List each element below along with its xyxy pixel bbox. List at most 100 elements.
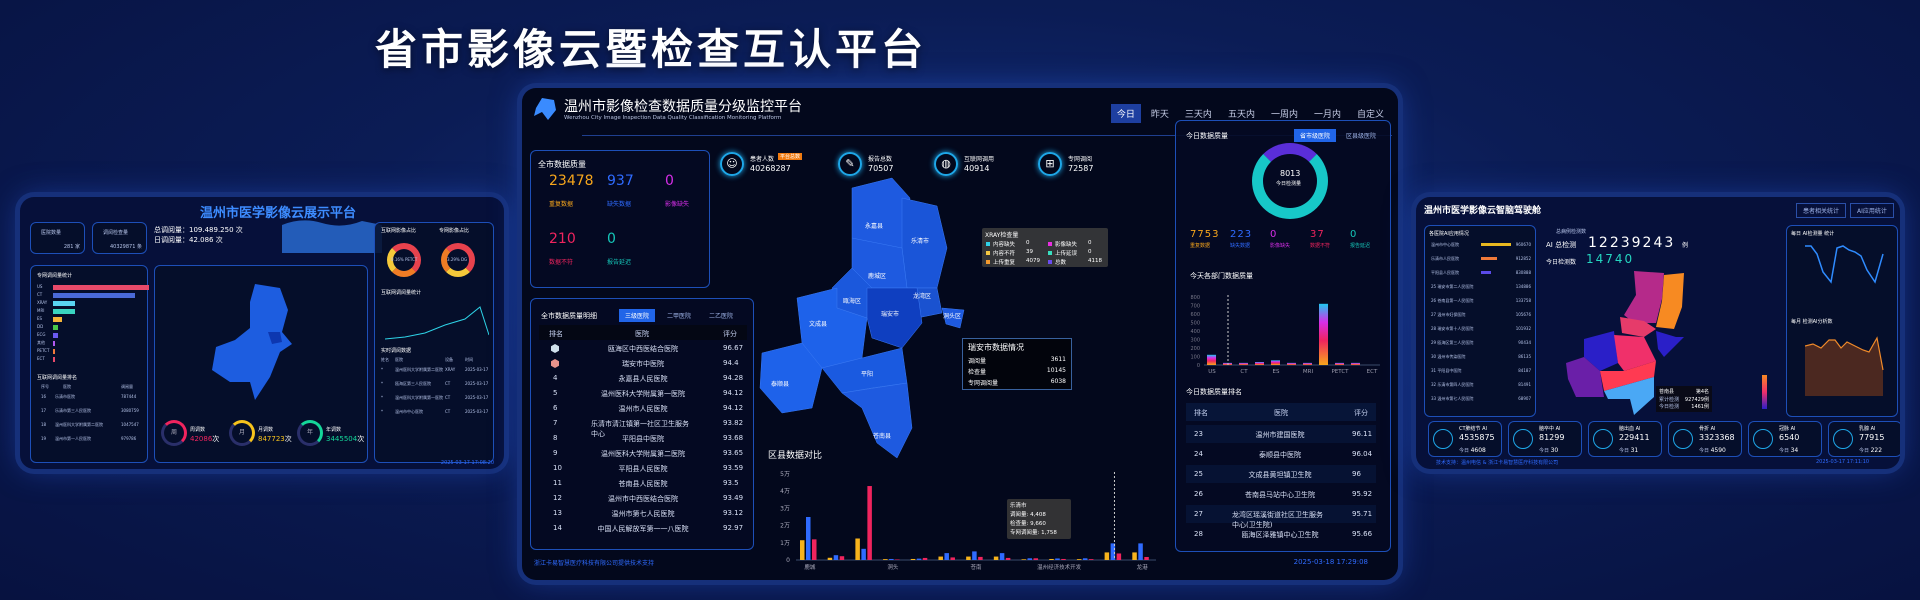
bar-调阅量[interactable] [827,557,833,560]
ai-model-tile[interactable]: 骨折 AI 3323368 今日 4590 [1668,421,1742,457]
table-row[interactable]: 25 文成县黄坦镇卫生院 96 [1186,465,1376,483]
ai-model-tile[interactable]: CT肺结节 AI 4535875 今日 4608 [1428,421,1502,457]
bar-调阅量[interactable] [883,559,888,560]
time-tab[interactable]: 自定义 [1356,110,1384,120]
table-row[interactable]: 14 中国人民解放军第一一八医院 92.97 [539,522,747,536]
table-row[interactable]: 瑞安市中医院 94.4 [539,357,747,371]
level-tab[interactable]: 三级医院 [619,309,656,322]
time-tab[interactable]: 一月内 [1313,110,1341,120]
time-tab[interactable]: 一周内 [1270,110,1298,120]
table-row[interactable]: 28 瓯海区泽雅镇中心卫生院 95.66 [1186,525,1376,543]
time-tab[interactable]: 五天内 [1227,110,1255,120]
level-tab[interactable]: 省市级医院 [1294,129,1337,142]
time-tab[interactable]: 昨天 [1150,110,1169,120]
dept-bar[interactable] [1207,354,1216,365]
bar-检查量[interactable] [861,548,866,560]
tile-total: 6540 [1779,433,1800,442]
dept-bar[interactable] [1255,362,1264,365]
time-tab[interactable]: 今日 [1110,104,1141,123]
bar-调阅量[interactable] [1021,559,1027,560]
bar-检查量[interactable] [999,553,1005,560]
bar-调阅量[interactable] [910,558,916,560]
bar-检查量[interactable] [806,517,811,560]
table-row[interactable]: 瓯海区中西医结合医院 96.67 [539,342,747,356]
bar-专网调阅量[interactable] [1116,553,1122,560]
table-row[interactable]: 7 乐清市清江镇第一社区卫生服务中心 93.82 [539,417,747,438]
dept-chart[interactable]: 0 100 200 300 400 500 600 700 800 US CT ES MRI PETCT E… [1180,293,1386,377]
bar-专网调阅量[interactable] [1033,558,1039,560]
table-row[interactable]: 27 龙湾区瑶溪街道社区卫生服务中心(卫生院) 95.71 [1186,505,1376,529]
table-row[interactable]: 23 温州市建国医院 96.11 [1186,425,1376,443]
bar-调阅量[interactable] [855,538,860,561]
bar-检查量[interactable] [972,551,977,560]
detail-table[interactable]: 瓯海区中西医结合医院 96.67 瑞安市中医院 94.4 4 永嘉县人民医院 94.28 5 温… [539,342,747,547]
bar-检查量[interactable] [889,558,894,560]
bar-检查量[interactable] [1138,543,1143,560]
ranking-table[interactable]: 排名 医院 评分 23 温州市建国医院 96.11 24 泰顺县中医院 96.04 25 文成… [1186,403,1376,553]
dept-bar[interactable] [1335,362,1344,365]
bar-调阅量[interactable] [966,556,971,560]
level-tab[interactable]: 区县级医院 [1346,133,1377,140]
dept-bar[interactable] [1287,362,1296,365]
bar-专网调阅量[interactable] [812,539,817,560]
bar-专网调阅量[interactable] [895,559,900,560]
bar-专网调阅量[interactable] [1005,557,1011,560]
dept-bar[interactable] [1271,360,1280,365]
bar-专网调阅量[interactable] [1144,556,1149,560]
bar-专网调阅量[interactable] [950,557,955,560]
ai-heat-map[interactable] [1564,267,1734,417]
bar-调阅量[interactable] [938,556,943,560]
district-region[interactable] [941,307,965,329]
hospital-name: 龙湾区瑶溪街道社区卫生服务中心(卫生院) [1232,511,1323,529]
ai-model-tile[interactable]: 脑卒中 AI 81299 今日 30 [1508,421,1582,457]
bar-调阅量[interactable] [1132,552,1137,560]
table-row[interactable]: 10 平阳县人民医院 93.59 [539,462,747,476]
bar-检查量[interactable] [944,553,949,560]
table-row[interactable]: 13 温州市第七人民医院 93.12 [539,507,747,521]
dept-bar[interactable] [1319,303,1328,365]
bar-调阅量[interactable] [1076,559,1082,560]
table-row[interactable]: 4 永嘉县人民医院 94.28 [539,372,747,386]
table-row[interactable]: 12 温州市中西医结合医院 93.49 [539,492,747,506]
district-region[interactable] [841,382,913,459]
bar-专网调阅量[interactable] [839,556,845,560]
bar-专网调阅量[interactable] [978,556,983,560]
bar-检查量[interactable] [1027,558,1033,560]
ai-model-tile[interactable]: 乳腺 AI 77915 今日 222 [1828,421,1900,457]
table-row[interactable]: 11 苍南县人民医院 93.5 [539,477,747,491]
bar-调阅量[interactable] [1104,552,1110,560]
bar-检查量[interactable] [1110,543,1116,560]
ai-stats-button[interactable]: AI应用统计 [1850,203,1894,218]
bar-专网调阅量[interactable] [1061,558,1066,560]
table-row[interactable]: 8 平阳县中医院 93.68 [539,432,747,446]
bar-检查量[interactable] [1082,558,1088,560]
bar-专网调阅量[interactable] [1088,559,1094,560]
bar-检查量[interactable] [1055,558,1060,560]
level-tab[interactable]: 二甲医院 [667,313,692,320]
patient-stats-button[interactable]: 患者相关统计 [1796,203,1847,218]
bar-调阅量[interactable] [800,540,805,560]
bar-检查量[interactable] [833,555,839,560]
value: 34 [1790,447,1799,454]
bar-专网调阅量[interactable] [922,557,928,560]
table-row[interactable]: 5 温州医科大学附属第一医院 94.12 [539,387,747,401]
ai-model-tile[interactable]: 冠脉 AI 6540 今日 34 [1748,421,1822,457]
bar-检查量[interactable] [916,558,922,560]
dept-bar[interactable] [1351,362,1360,365]
district-region[interactable] [759,342,823,414]
dept-bar[interactable] [1303,362,1312,365]
time-tab[interactable]: 三天内 [1184,110,1212,120]
bar-调阅量[interactable] [993,556,999,560]
table-row[interactable]: 6 温州市人民医院 94.12 [539,402,747,416]
table-row[interactable]: 24 泰顺县中医院 96.04 [1186,445,1376,463]
bar-专网调阅量[interactable] [867,486,872,560]
table-row[interactable]: 9 温州医科大学附属第二医院 93.65 [539,447,747,461]
level-tab[interactable]: 二乙医院 [709,313,734,320]
x-tick-label: 苍南 [970,563,982,570]
bar-调阅量[interactable] [1049,558,1054,560]
table-row[interactable]: 26 苍南县马站中心卫生院 95.92 [1186,485,1376,503]
ai-model-tile[interactable]: 脑出血 AI 229411 今日 31 [1588,421,1662,457]
dept-bar[interactable] [1239,362,1248,365]
